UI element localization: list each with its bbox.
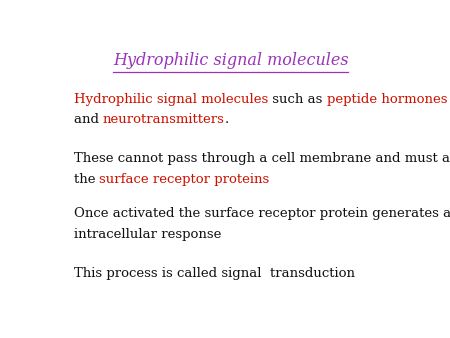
Text: surface receptor proteins: surface receptor proteins [99,173,270,186]
Text: Hydrophilic signal molecules: Hydrophilic signal molecules [113,52,348,69]
Text: Hydrophilic signal molecules: Hydrophilic signal molecules [74,93,268,105]
Text: and: and [74,114,103,126]
Text: peptide hormones: peptide hormones [327,93,447,105]
Text: the: the [74,173,99,186]
Text: These cannot pass through a cell membrane and must activate: These cannot pass through a cell membran… [74,152,450,166]
Text: .: . [225,114,229,126]
Text: neurotransmitters: neurotransmitters [103,114,225,126]
Text: Once activated the surface receptor protein generates an: Once activated the surface receptor prot… [74,207,450,220]
Text: such as: such as [268,93,327,105]
Text: intracellular response: intracellular response [74,228,221,241]
Text: This process is called signal  transduction: This process is called signal transducti… [74,267,355,280]
